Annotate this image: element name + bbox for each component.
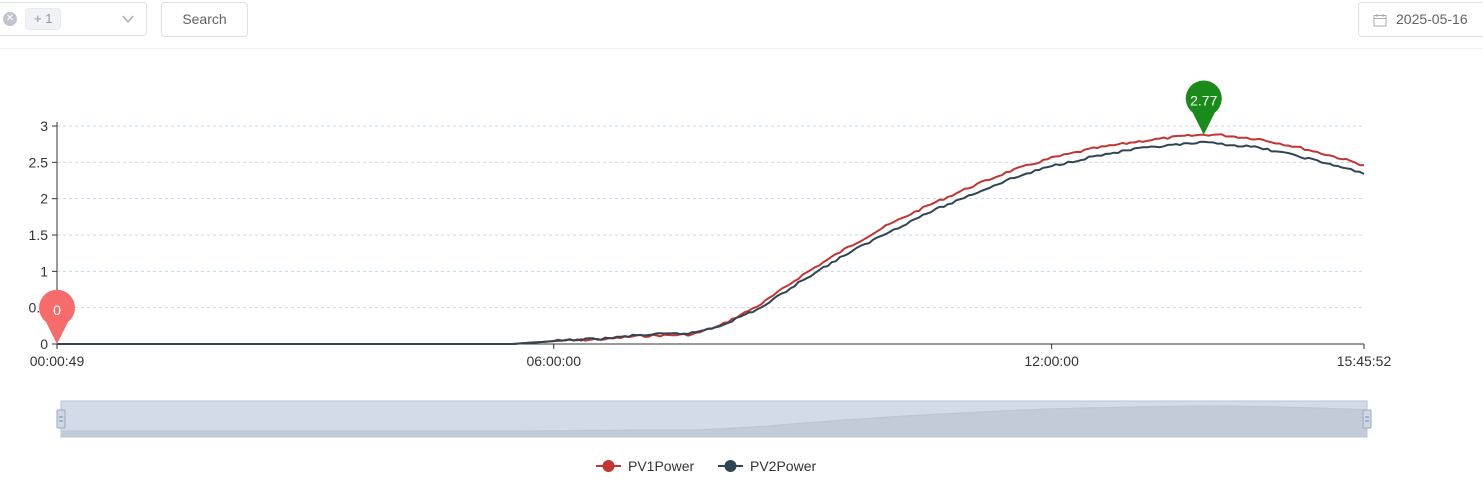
series-line-PV2Power [57, 140, 1365, 345]
multi-select[interactable]: ✕ + 1 [0, 2, 147, 36]
y-tick-label: 2 [40, 191, 48, 207]
legend-item-PV1Power[interactable]: PV1Power [596, 458, 694, 474]
y-tick-label: 3 [40, 118, 48, 134]
x-tick-label: 12:00:00 [1024, 353, 1079, 369]
series-line-PV1Power [57, 133, 1365, 345]
zoom-handle-grip [1362, 409, 1372, 429]
zoom-data-shadow [60, 405, 1368, 438]
zoom-handle-grip [56, 409, 66, 429]
selected-count-tag: + 1 [25, 8, 62, 30]
legend-item-PV2Power[interactable]: PV2Power [718, 458, 816, 474]
data-zoom-slider[interactable] [56, 400, 1372, 438]
zoom-handle-right[interactable] [1362, 409, 1372, 429]
y-tick-label: 1 [40, 263, 48, 279]
marker-label: 0 [53, 302, 61, 318]
marker-pin: 2.77 [1185, 80, 1222, 135]
marker-pin-shape [39, 289, 75, 344]
legend: PV1Power PV2Power [596, 458, 816, 474]
y-tick-label: 1.5 [29, 227, 49, 243]
y-tick-label: 0 [40, 336, 48, 352]
chevron-down-icon[interactable] [120, 11, 136, 27]
x-tick-label: 15:45:52 [1337, 353, 1392, 369]
y-tick-label: 2.5 [29, 154, 49, 170]
marker-pin-shape [1185, 80, 1222, 135]
markers: 02.77 [39, 80, 1222, 344]
legend-dot [602, 460, 615, 472]
date-picker[interactable]: 2025-05-16 [1358, 2, 1483, 37]
zoom-handle-left[interactable] [56, 409, 66, 429]
legend-label: PV2Power [750, 458, 816, 474]
date-value: 2025-05-16 [1396, 11, 1468, 27]
marker-pin: 0 [39, 289, 75, 344]
series-lines [57, 133, 1365, 345]
legend-label: PV1Power [628, 458, 694, 474]
x-tick-label: 06:00:00 [526, 353, 581, 369]
marker-label: 2.77 [1190, 93, 1217, 109]
grid-lines [57, 125, 1364, 309]
calendar-icon [1373, 14, 1387, 27]
x-tick-label: 00:00:49 [30, 353, 85, 369]
toolbar: ✕ + 1 Search 2025-05-16 [0, 0, 1483, 49]
clear-icon[interactable]: ✕ [3, 12, 17, 26]
search-button[interactable]: Search [161, 2, 248, 37]
legend-dot [724, 460, 737, 472]
